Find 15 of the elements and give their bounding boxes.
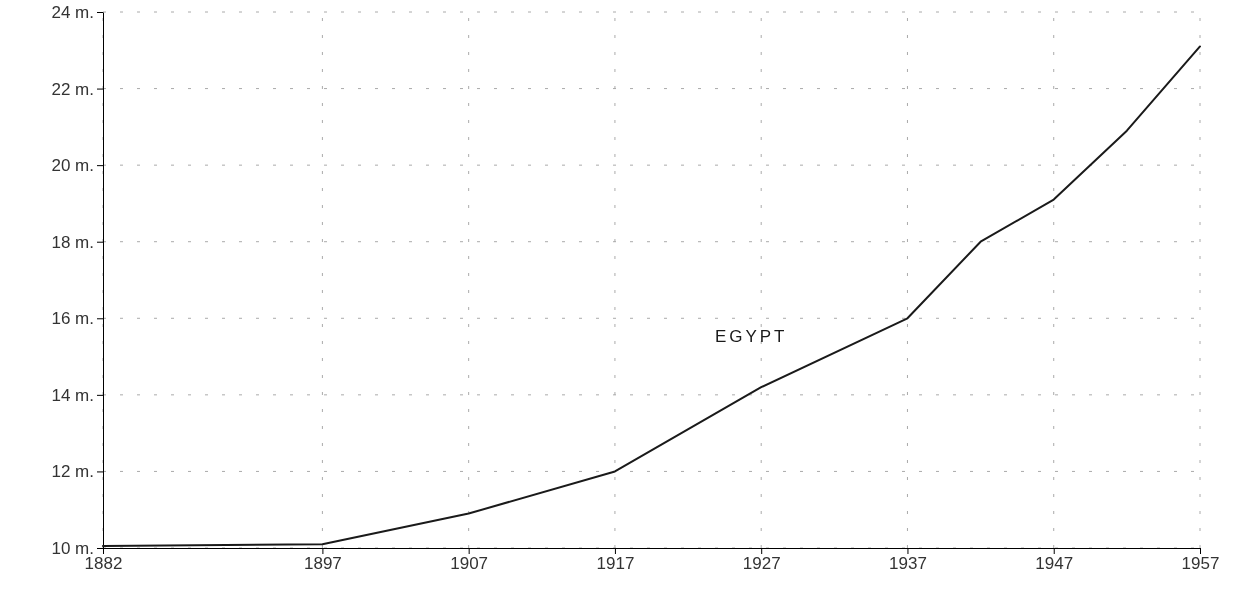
y-tick-label: 24 m. (51, 2, 94, 22)
y-tick-label: 18 m. (51, 232, 94, 252)
y-tick-label: 12 m. (51, 462, 94, 482)
series-label: EGYPT (714, 327, 788, 347)
x-tick-label: 1907 (450, 554, 489, 574)
x-tick-label: 1897 (303, 554, 342, 574)
y-tick-label: 16 m. (51, 309, 94, 329)
y-tick-label: 22 m. (51, 79, 94, 99)
y-tick-label: 20 m. (51, 156, 94, 176)
x-tick-label: 1927 (742, 554, 781, 574)
x-tick-label: 1947 (1035, 554, 1074, 574)
x-tick-label: 1957 (1181, 554, 1220, 574)
y-tick-label: 14 m. (51, 385, 94, 405)
x-tick-label: 1917 (596, 554, 635, 574)
x-tick-label: 1937 (889, 554, 927, 574)
